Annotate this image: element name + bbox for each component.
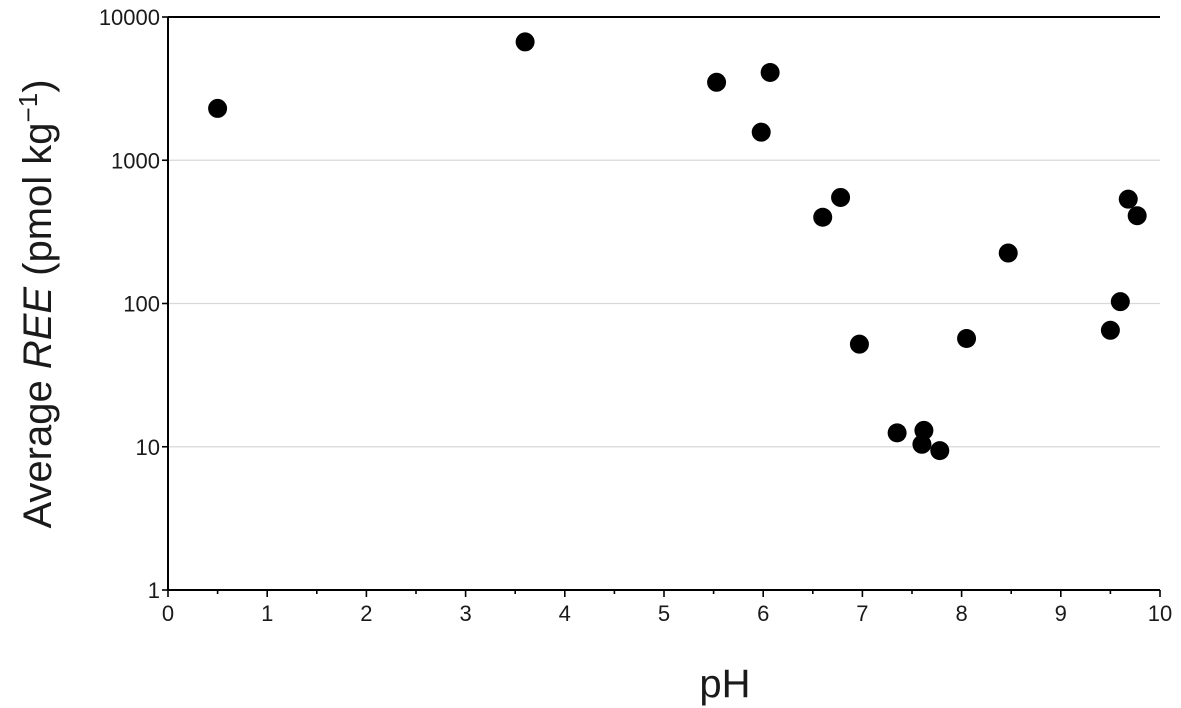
x-tick-label: 5 — [658, 601, 670, 626]
y-axis-title-superscript: −1 — [13, 93, 43, 123]
x-tick-label: 7 — [856, 601, 868, 626]
x-tick-label: 9 — [1055, 601, 1067, 626]
data-point — [831, 187, 851, 207]
x-tick-label: 2 — [360, 601, 372, 626]
grid-lines — [168, 159, 1160, 448]
data-point — [760, 62, 780, 82]
data-point — [912, 434, 932, 454]
data-point — [751, 122, 771, 142]
x-tick-label: 0 — [162, 601, 174, 626]
data-point — [849, 334, 869, 354]
x-tick-label: 6 — [757, 601, 769, 626]
data-point — [1110, 292, 1130, 312]
y-tick-label: 100 — [123, 292, 160, 317]
data-point — [887, 423, 907, 443]
data-point — [813, 207, 833, 227]
y-tick-label: 1000 — [111, 148, 160, 173]
data-points — [208, 32, 1147, 461]
data-point — [208, 98, 228, 118]
y-axis-title-suffix: (pmol kg — [16, 122, 60, 287]
y-axis-title-prefix: Average — [16, 369, 60, 528]
data-point — [1100, 320, 1120, 340]
data-point — [515, 32, 535, 52]
y-tick-label: 10 — [136, 435, 160, 460]
y-axis-ticks: 1 10 100 1000 10000 — [99, 5, 168, 603]
y-axis-title-italic: REE — [16, 286, 60, 370]
y-axis-title-close: ) — [16, 79, 60, 92]
x-tick-label: 1 — [261, 601, 273, 626]
data-point — [998, 243, 1018, 263]
data-point — [707, 72, 727, 92]
y-axis-title: Average REE (pmol kg−1) — [13, 79, 60, 528]
x-axis-title: pH — [699, 662, 750, 706]
x-tick-label: 4 — [559, 601, 571, 626]
x-tick-label: 3 — [459, 601, 471, 626]
x-axis-ticks: 0 1 2 3 4 5 6 7 8 9 10 — [162, 590, 1172, 626]
data-point — [914, 420, 934, 440]
x-tick-label: 10 — [1148, 601, 1172, 626]
data-point — [1127, 206, 1147, 226]
data-point — [1118, 189, 1138, 209]
data-point — [957, 328, 977, 348]
data-point — [930, 441, 950, 461]
y-tick-label: 10000 — [99, 5, 160, 30]
x-tick-label: 8 — [955, 601, 967, 626]
y-tick-label: 1 — [148, 578, 160, 603]
